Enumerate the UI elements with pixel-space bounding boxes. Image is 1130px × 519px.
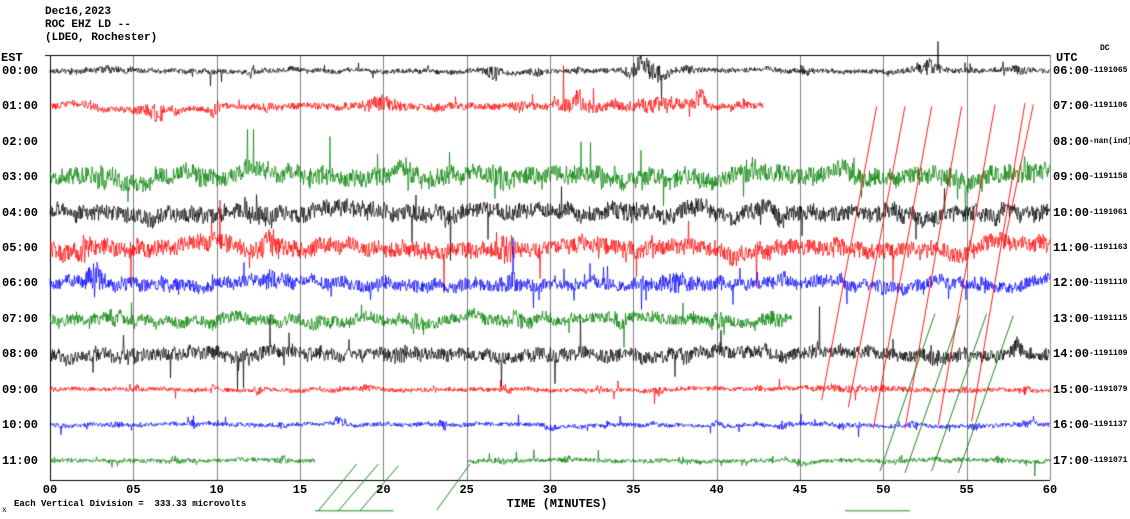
header-location: (LDEO, Rochester)	[45, 32, 158, 44]
corner-mark: x	[2, 506, 7, 515]
utc-axis-label: UTC	[1056, 51, 1078, 65]
est-axis-label: EST	[1, 51, 23, 65]
dc-label: DC	[1100, 44, 1110, 53]
x-axis-title: TIME (MINUTES)	[506, 497, 608, 511]
header-date: Dec16,2023	[45, 6, 112, 18]
scale-note: Each Vertical Division = 333.33 microvol…	[14, 499, 247, 509]
header-station: ROC EHZ LD --	[45, 19, 131, 31]
